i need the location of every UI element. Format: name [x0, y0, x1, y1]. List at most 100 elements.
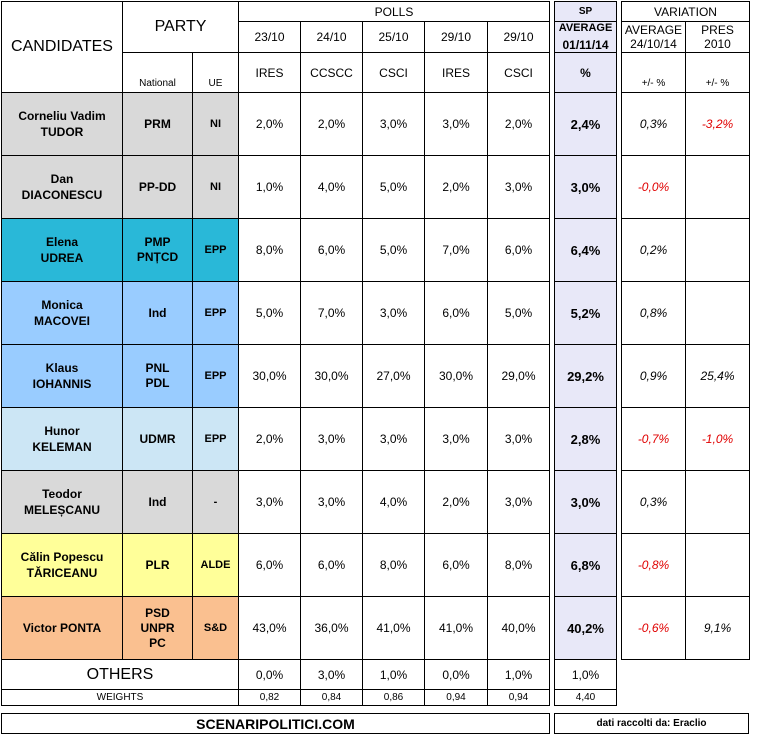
eu-group: EPP: [192, 407, 239, 471]
candidate-last-name: MELEȘCANU: [23, 503, 100, 517]
var-avg-date: 24/10/14: [630, 37, 677, 51]
poll-value: 30,0%: [300, 344, 363, 408]
variation-pres-2010: [685, 533, 750, 597]
variation-average: 0,2%: [621, 218, 686, 282]
candidate-last-name: DIACONESCU: [21, 188, 103, 202]
weights-label: WEIGHTS: [1, 689, 239, 706]
poll-value: 2,0%: [424, 470, 488, 534]
poll-date-5: 29/10: [487, 21, 550, 53]
weight-3: 0,86: [362, 689, 425, 706]
sp-average-value: 6,4%: [554, 218, 617, 282]
poll-value: 3,0%: [238, 470, 301, 534]
poll-value: 3,0%: [362, 92, 425, 156]
sp-average-value: 5,2%: [554, 281, 617, 345]
eu-group: NI: [192, 155, 239, 219]
variation-pres-2010: -3,2%: [685, 92, 750, 156]
poll-value: 7,0%: [300, 281, 363, 345]
poll-value: 8,0%: [238, 218, 301, 282]
candidate-name: Călin Popescu TĂRICEANU: [1, 533, 123, 597]
variation-pres-2010: [685, 281, 750, 345]
candidate-first-name: Hunor: [44, 424, 80, 438]
national-label: National: [122, 52, 193, 93]
poll-source-4: IRES: [424, 52, 488, 93]
var-avg-header: AVERAGE 24/10/14: [621, 21, 686, 53]
others-poll-5: 1,0%: [487, 659, 550, 690]
weights-total: 4,40: [554, 689, 617, 706]
poll-value: 3,0%: [487, 470, 550, 534]
candidate-last-name: KELEMAN: [32, 440, 92, 454]
candidates-header: CANDIDATES: [1, 1, 123, 93]
others-poll-3: 1,0%: [362, 659, 425, 690]
poll-value: 6,0%: [300, 533, 363, 597]
poll-value: 36,0%: [300, 596, 363, 660]
poll-value: 4,0%: [300, 155, 363, 219]
poll-value: 2,0%: [300, 92, 363, 156]
sp-average-value: 40,2%: [554, 596, 617, 660]
eu-group: EPP: [192, 218, 239, 282]
national-party: PMP PNȚCD: [122, 218, 193, 282]
poll-date-2: 24/10: [300, 21, 363, 53]
sp-average-value: 3,0%: [554, 470, 617, 534]
candidate-last-name: MACOVEI: [33, 314, 90, 328]
others-table: OTHERS 0,0% 3,0% 1,0% 0,0% 1,0% 1,0% WEI…: [1, 659, 617, 706]
variation-average: 0,9%: [621, 344, 686, 408]
poll-source-5: CSCI: [487, 52, 550, 93]
poll-value: 2,0%: [487, 92, 550, 156]
poll-value: 27,0%: [362, 344, 425, 408]
poll-source-3: CSCI: [362, 52, 425, 93]
variation-pres-2010: [685, 155, 750, 219]
sp-average-value: 6,8%: [554, 533, 617, 597]
party-name: PC: [149, 635, 166, 650]
poll-value: 30,0%: [424, 344, 488, 408]
national-party: PP-DD: [122, 155, 193, 219]
eu-group: S&D: [192, 596, 239, 660]
polls-header: POLLS: [238, 1, 550, 22]
national-party: PNL PDL: [122, 344, 193, 408]
candidate-name: Corneliu Vadim TUDOR: [1, 92, 123, 156]
national-party: Ind: [122, 470, 193, 534]
weight-2: 0,84: [300, 689, 363, 706]
candidate-name: Teodor MELEȘCANU: [1, 470, 123, 534]
candidate-last-name: IOHANNIS: [32, 377, 92, 391]
table-row: Hunor KELEMAN UDMR EPP 2,0% 3,0% 3,0% 3,0% 3,0% 2…: [1, 407, 750, 471]
table-row: Călin Popescu TĂRICEANU PLR ALDE 6,0% 6,0% 8,0…: [1, 533, 750, 597]
sp-average-label: AVERAGE 01/11/14: [554, 21, 617, 53]
candidate-last-name: UDREA: [40, 251, 84, 265]
plusminus-pres: +/- %: [685, 52, 750, 93]
national-party: UDMR: [122, 407, 193, 471]
poll-value: 29,0%: [487, 344, 550, 408]
variation-average: -0,0%: [621, 155, 686, 219]
candidate-name: Elena UDREA: [1, 218, 123, 282]
candidate-last-name: TĂRICEANU: [26, 566, 98, 580]
variation-average: -0,6%: [621, 596, 686, 660]
others-avg: 1,0%: [554, 659, 617, 690]
poll-value: 2,0%: [424, 155, 488, 219]
national-party: PSD UNPR PC: [122, 596, 193, 660]
poll-date-4: 29/10: [424, 21, 488, 53]
party-name: PRM: [144, 116, 171, 131]
variation-pres-2010: [685, 470, 750, 534]
poll-value: 6,0%: [300, 218, 363, 282]
candidate-first-name: Dan: [50, 172, 74, 186]
party-name: UNPR: [140, 620, 175, 635]
party-name: Ind: [148, 494, 167, 509]
poll-value: 5,0%: [487, 281, 550, 345]
table-row: Teodor MELEȘCANU Ind -3,0% 3,0% 4,0% 2,0% 3,0% 3…: [1, 470, 750, 534]
candidate-name: Victor PONTA: [1, 596, 123, 660]
poll-value: 5,0%: [362, 155, 425, 219]
party-name: Ind: [148, 305, 167, 320]
variation-average: 0,3%: [621, 470, 686, 534]
eu-group: EPP: [192, 344, 239, 408]
candidate-name: Dan DIACONESCU: [1, 155, 123, 219]
party-name: PNȚCD: [136, 250, 179, 264]
candidate-first-name: Călin Popescu: [20, 550, 104, 564]
party-name: PP-DD: [138, 179, 177, 194]
plusminus-avg: +/- %: [621, 52, 686, 93]
poll-value: 41,0%: [424, 596, 488, 660]
poll-value: 41,0%: [362, 596, 425, 660]
poll-value: 3,0%: [424, 92, 488, 156]
variation-average: -0,8%: [621, 533, 686, 597]
variation-pres-2010: -1,0%: [685, 407, 750, 471]
sp-average-value: 3,0%: [554, 155, 617, 219]
poll-value: 3,0%: [487, 155, 550, 219]
